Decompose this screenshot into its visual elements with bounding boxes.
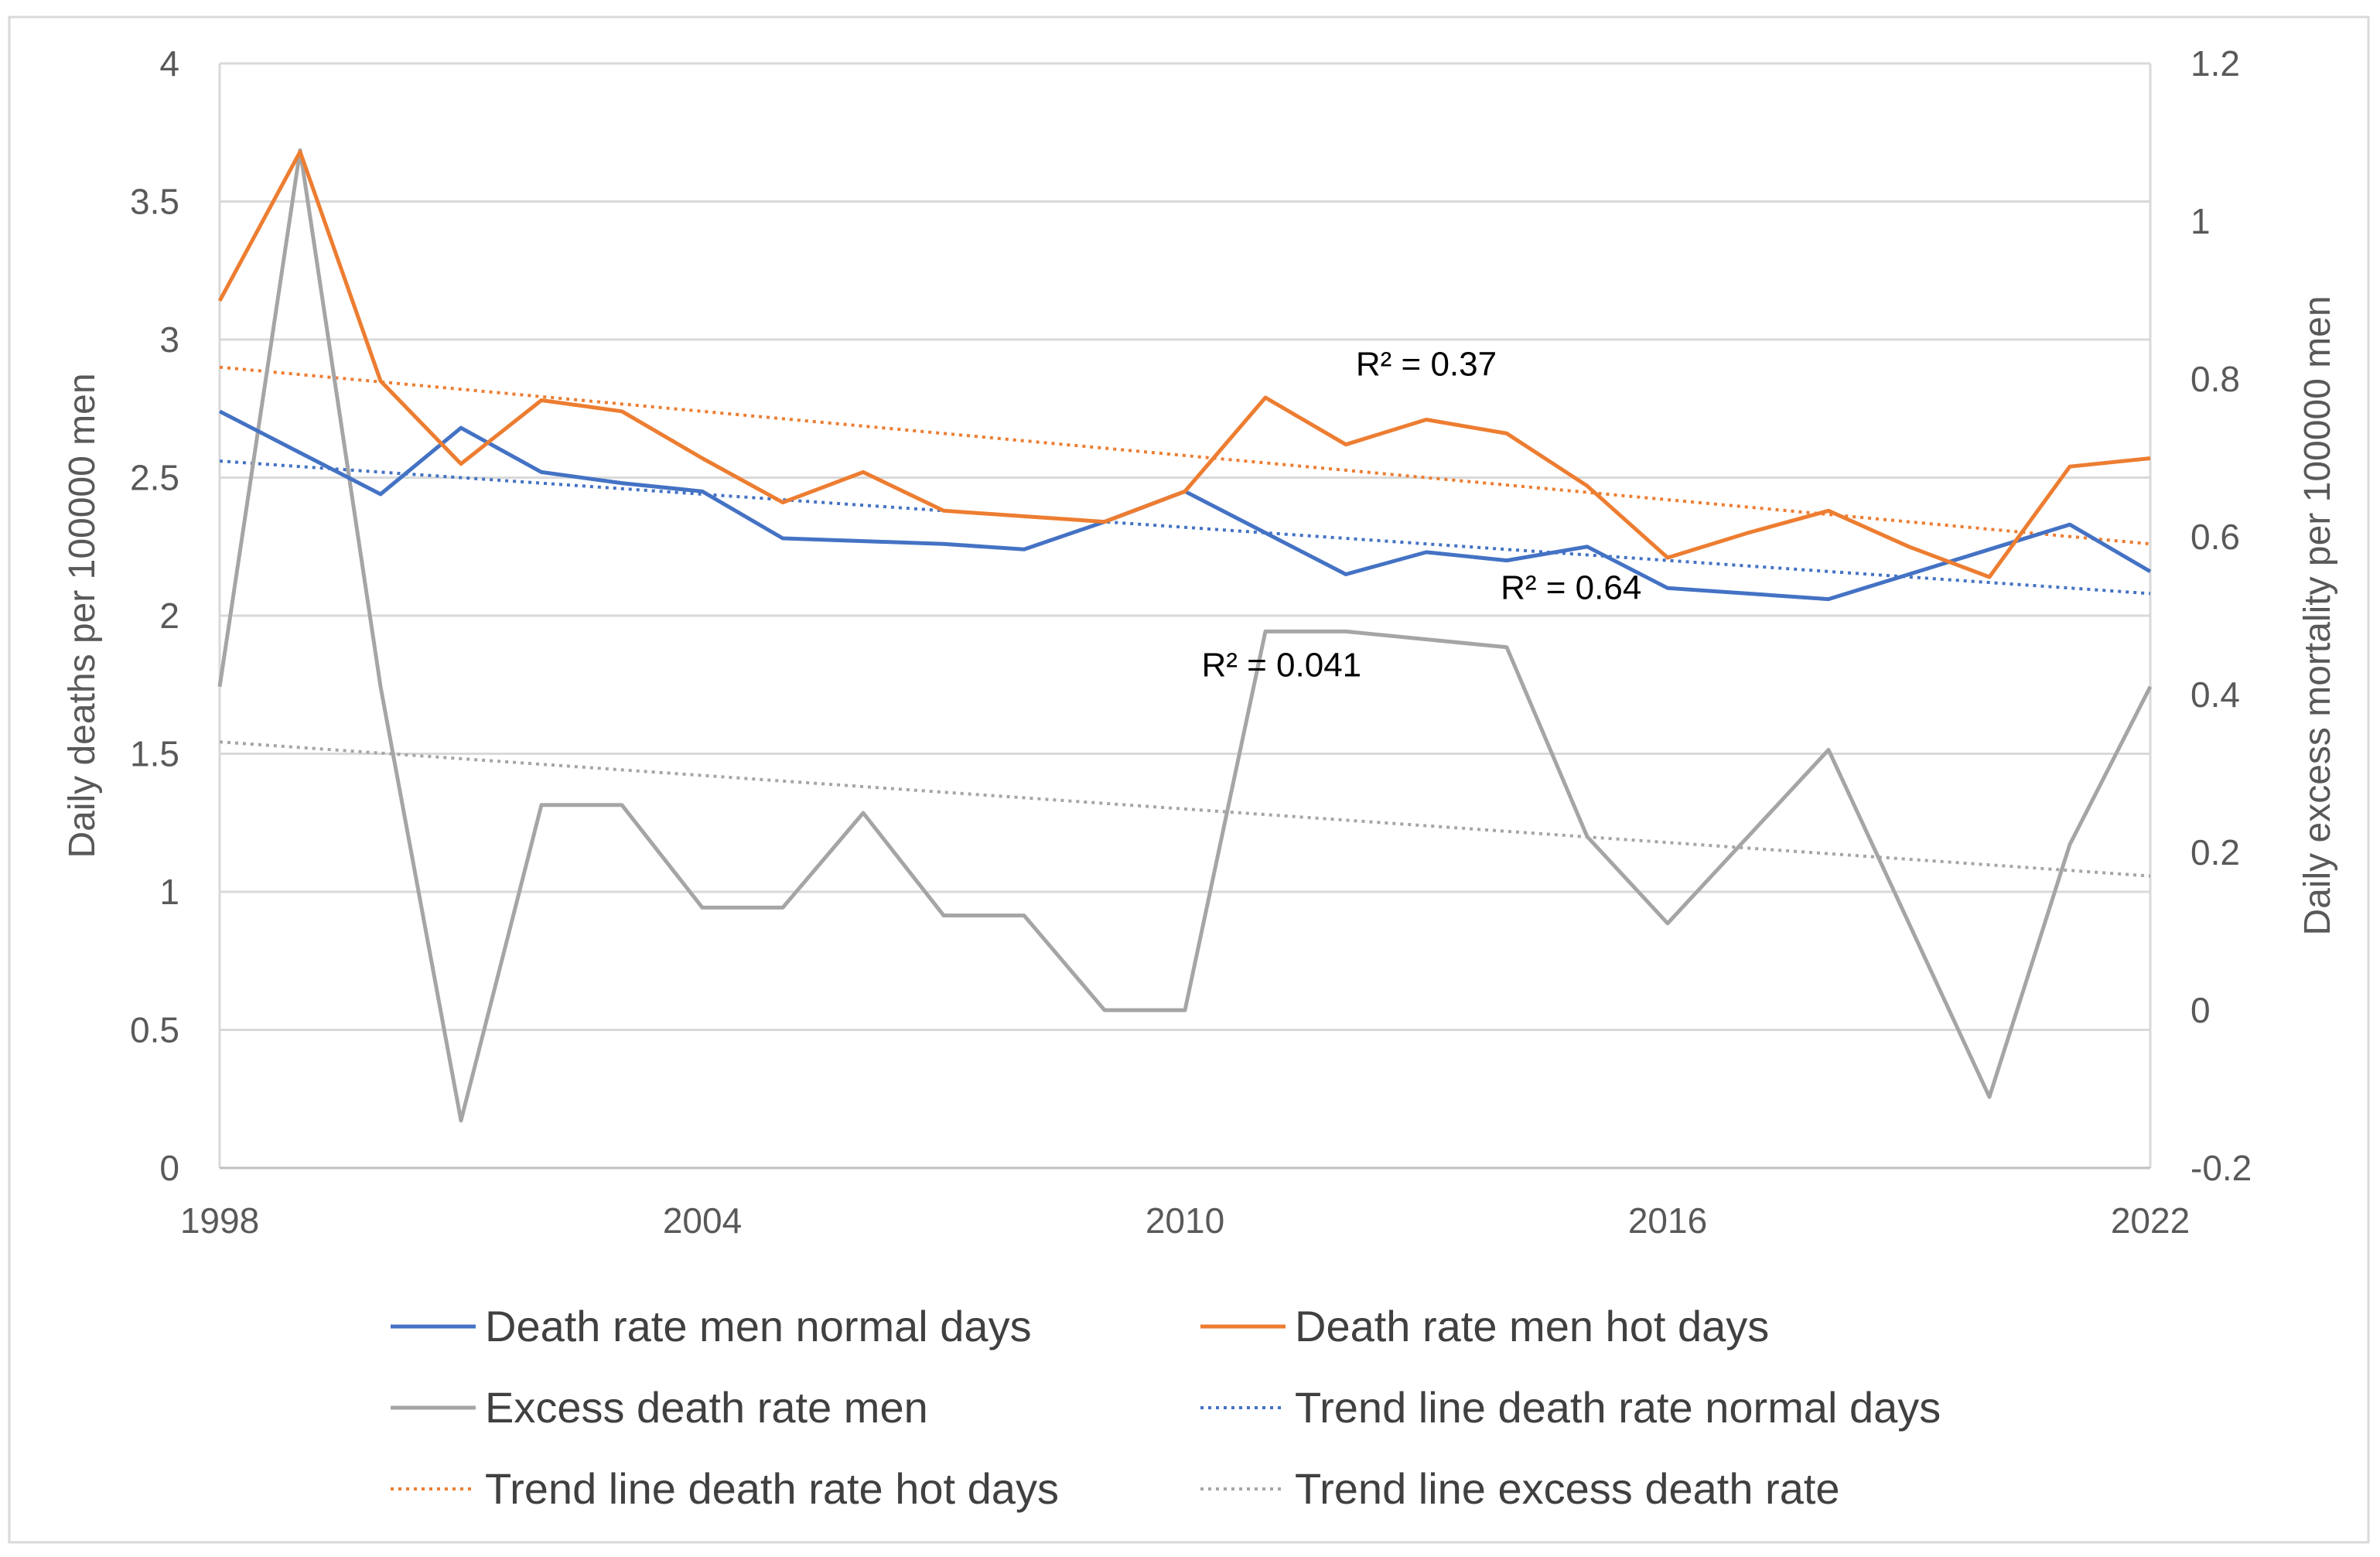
x-tick-label: 2016: [1628, 1200, 1707, 1241]
y-left-tick-label: 2: [159, 596, 179, 636]
y-left-tick-label: 1.5: [130, 734, 179, 774]
y-left-tick-label: 4: [159, 43, 179, 84]
chart-frame: [8, 15, 2370, 1544]
legend-label-death-rate-men-normal-days: Death rate men normal days: [485, 1302, 1032, 1350]
y-left-axis-title: Daily deaths per 100000 men: [62, 373, 103, 858]
legend-label-trend-line-death-rate-normal-days: Trend line death rate normal days: [1295, 1383, 1941, 1432]
y-left-tick-label: 0.5: [130, 1010, 179, 1050]
y-right-tick-label: 0.4: [2190, 674, 2240, 715]
r-squared-label-2: R² = 0.64: [1501, 569, 1641, 607]
series-line-trend-line-death-rate-hot-days: [219, 365, 2151, 546]
series-line-trend-line-death-rate-normal-days: [219, 459, 2151, 596]
y-right-tick-label: 0.2: [2190, 832, 2240, 872]
y-right-tick-label: 1.2: [2190, 43, 2240, 84]
r-squared-label-1: R² = 0.37: [1356, 345, 1497, 383]
legend-label-trend-line-excess-death-rate: Trend line excess death rate: [1295, 1464, 1840, 1513]
y-right-tick-label: -0.2: [2190, 1148, 2252, 1188]
series-line-death-rate-men-hot-days: [217, 149, 2151, 579]
x-tick-label: 2022: [2111, 1200, 2190, 1241]
x-tick-label: 2010: [1146, 1200, 1224, 1241]
annotations: R² = 0.37 R² = 0.64 R² = 0.041: [1201, 345, 1641, 684]
y-right-tick-label: 1: [2190, 201, 2211, 241]
y-left-tick-label: 1: [159, 872, 179, 912]
axes: 0 0.5 1 1.5 2 2.5 3 3.5 4 -0.2 0 0.2 0.4 0.6 0.8 1 1.2 19…: [62, 43, 2338, 1241]
y-left-tick-label: 3: [159, 319, 179, 360]
y-left-tick-label: 3.5: [130, 182, 179, 222]
series-line-excess-death-rate-men: [217, 148, 2153, 1123]
y-right-axis-title: Daily excess mortality per 100000 men: [2297, 295, 2338, 935]
r-squared-label-3: R² = 0.041: [1201, 647, 1361, 685]
x-tick-label: 1998: [180, 1200, 259, 1241]
y-left-tick-label: 2.5: [130, 458, 179, 498]
legend-label-trend-line-death-rate-hot-days: Trend line death rate hot days: [485, 1464, 1059, 1513]
y-right-tick-label: 0.6: [2190, 517, 2240, 557]
y-right-tick-label: 0.8: [2190, 359, 2240, 399]
legend-label-death-rate-men-hot-days: Death rate men hot days: [1295, 1302, 1769, 1350]
y-right-tick-label: 0: [2190, 990, 2211, 1030]
y-left-tick-label: 0: [159, 1148, 179, 1188]
series-lines: [217, 148, 2153, 1123]
series-line-trend-line-excess-death-rate: [219, 740, 2151, 878]
legend: Death rate men normal days Death rate men…: [391, 1302, 1941, 1513]
gridlines: [220, 62, 2150, 1169]
x-tick-label: 2004: [663, 1200, 742, 1241]
legend-label-excess-death-rate-men: Excess death rate men: [485, 1383, 928, 1432]
